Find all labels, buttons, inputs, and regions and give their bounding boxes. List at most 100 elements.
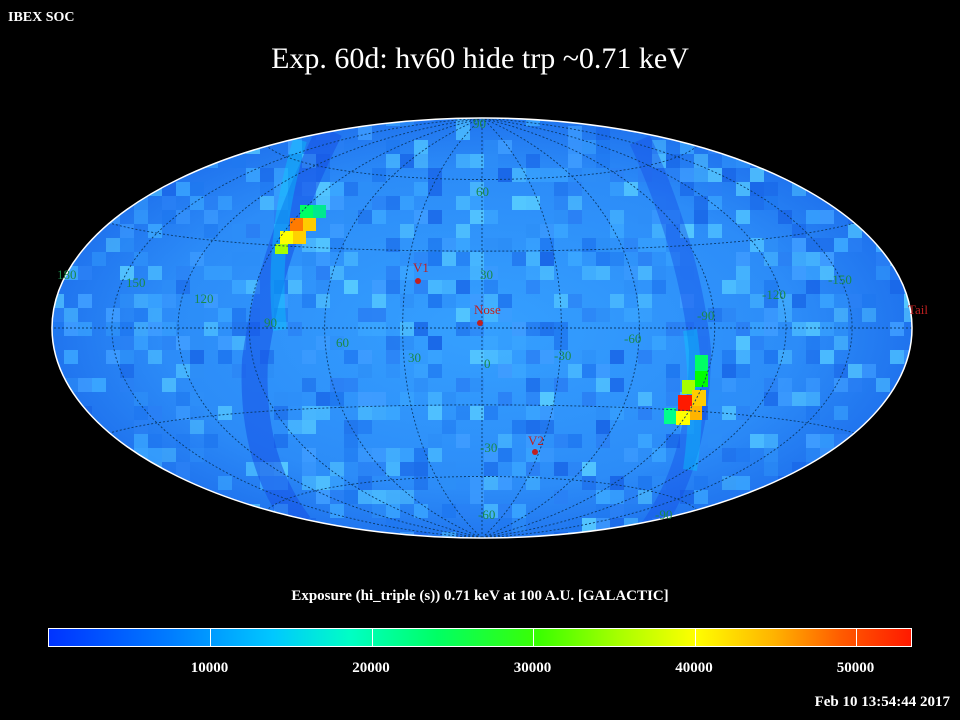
exposure-pixel [834,406,848,420]
exposure-pixel [750,546,764,560]
exposure-pixel [78,448,92,462]
exposure-pixel [806,210,820,224]
exposure-pixel [330,490,344,504]
exposure-pixel [386,238,400,252]
exposure-pixel [316,266,330,280]
exposure-pixel [120,350,134,364]
exposure-pixel [190,252,204,266]
exposure-pixel [694,308,708,322]
exposure-pixel [554,182,568,196]
exposure-pixel [400,266,414,280]
exposure-pixel [176,280,190,294]
lat-label-90: 90 [473,116,486,131]
exposure-pixel [610,168,624,182]
exposure-pixel [582,266,596,280]
exposure-pixel [750,434,764,448]
exposure-pixel [260,168,274,182]
exposure-pixel [288,266,302,280]
exposure-pixel [120,336,134,350]
exposure-pixel [596,378,610,392]
exposure-pixel [750,294,764,308]
exposure-pixel [834,140,848,154]
exposure-pixel [764,252,778,266]
exposure-pixel [92,476,106,490]
exposure-pixel [484,448,498,462]
exposure-pixel [876,118,890,126]
exposure-pixel [792,154,806,168]
exposure-pixel [218,336,232,350]
lat-label-60: 60 [476,184,489,199]
exposure-pixel [218,406,232,420]
exposure-pixel [302,252,316,266]
exposure-pixel [764,504,778,518]
exposure-pixel [638,392,652,406]
exposure-pixel [344,118,358,126]
exposure-pixel [554,434,568,448]
exposure-pixel [456,224,470,238]
exposure-pixel [764,294,778,308]
exposure-pixel [176,118,190,126]
exposure-pixel [526,476,540,490]
exposure-pixel [414,532,428,538]
exposure-pixel [554,462,568,476]
exposure-pixel [442,252,456,266]
exposure-pixel [806,406,820,420]
exposure-pixel [778,518,792,532]
exposure-pixel [64,238,78,252]
colorbar [48,628,912,647]
exposure-pixel [456,434,470,448]
parallel-line [266,476,698,511]
exposure-pixel [52,168,64,182]
exposure-pixel [778,350,792,364]
exposure-pixel [764,350,778,364]
exposure-pixel [750,504,764,518]
exposure-pixel [708,378,722,392]
exposure-pixel [64,210,78,224]
exposure-pixel [274,406,288,420]
exposure-pixel [568,196,582,210]
marker-nose-label: Nose [474,302,501,317]
exposure-pixel [778,378,792,392]
exposure-pixel [792,118,806,126]
exposure-pixel [218,476,232,490]
exposure-pixel [764,140,778,154]
exposure-pixel [736,406,750,420]
exposure-pixel [52,322,64,336]
exposure-pixel [456,238,470,252]
exposure-pixel [428,210,442,224]
exposure-pixel [736,126,750,140]
colorbar-tick-label: 40000 [675,660,713,676]
exposure-pixel [52,378,64,392]
graticule-labels: 90 60 30 0 -30 -60 -90 180 150 120 90 60… [57,116,852,522]
exposure-pixel [442,462,456,476]
exposure-pixel [680,168,694,182]
exposure-pixel [904,182,912,196]
exposure-pixel [540,406,554,420]
exposure-pixel [904,518,912,532]
exposure-pixel [134,434,148,448]
exposure-pixel [540,266,554,280]
exposure-pixel [428,168,442,182]
exposure-pixel [260,196,274,210]
exposure-pixel [680,224,694,238]
exposure-pixel [134,210,148,224]
exposure-pixel [652,224,666,238]
exposure-pixel [64,448,78,462]
exposure-pixel [484,294,498,308]
exposure-pixel [330,336,344,350]
meridian-line [481,118,640,538]
exposure-pixel [442,476,456,490]
exposure-pixel [358,126,372,140]
exposure-pixel [372,406,386,420]
lat-label-neg60: -60 [478,507,495,522]
exposure-pixel [484,238,498,252]
exposure-pixel [92,154,106,168]
exposure-pixel [596,546,610,560]
exposure-pixel [484,406,498,420]
exposure-pixel [778,118,792,126]
lat-label-30: 30 [480,267,493,282]
exposure-pixel [64,154,78,168]
exposure-pixel [470,350,484,364]
lon-label-120: 120 [194,291,214,306]
hotspot-cell [664,408,676,424]
